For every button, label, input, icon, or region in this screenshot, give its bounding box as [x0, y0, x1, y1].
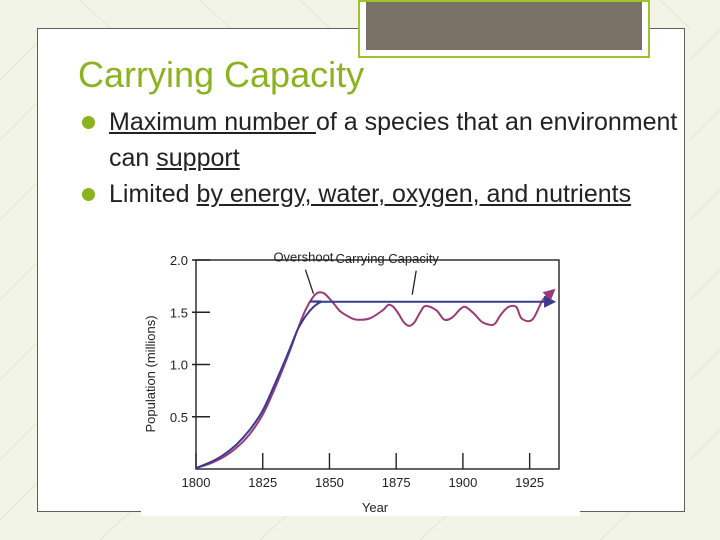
bullet-underlined-text: Maximum number — [109, 108, 316, 136]
bullet-underlined-text: by energy, water, oxygen, and nutrients — [196, 180, 632, 208]
bullet-plain-text: Limited — [109, 180, 197, 208]
x-tick-label: 1825 — [248, 475, 277, 490]
bullet-dot-icon — [82, 116, 95, 129]
overshoot-annotation-pointer — [304, 269, 315, 294]
x-tick-label: 1850 — [315, 475, 344, 490]
y-tick-label: 1.5 — [170, 305, 188, 320]
y-axis: 0.5 1.0 1.5 2.0 — [170, 253, 210, 425]
y-tick-label: 0.5 — [170, 410, 188, 425]
bullet-underlined-text: support — [156, 144, 240, 172]
y-tick-label: 2.0 — [170, 253, 188, 268]
carrying-capacity-annotation: Carrying Capacity — [336, 252, 440, 266]
series-lines — [195, 288, 557, 469]
x-tick-label: 1900 — [448, 475, 477, 490]
y-axis-label: Population (millions) — [143, 315, 158, 432]
y-tick-label: 1.0 — [170, 358, 188, 373]
bullet-plain-text: of a species that an environment can — [109, 108, 678, 172]
x-tick-label: 1875 — [382, 475, 411, 490]
population-chart-svg: 0.5 1.0 1.5 2.0 1800 1825 1850 1875 1900 1925 Po… — [143, 252, 560, 515]
bullet-dot-icon — [82, 188, 95, 201]
bullet-text: Limited by energy, water, oxygen, and nu… — [109, 180, 631, 208]
annotations: Overshoot Carrying Capacity — [273, 252, 439, 295]
population-chart: 0.5 1.0 1.5 2.0 1800 1825 1850 1875 1900 1925 Po… — [141, 252, 580, 516]
x-tick-label: 1800 — [182, 475, 211, 490]
actual-population-line — [195, 288, 556, 469]
bullet-list: Maximum number of a species that an envi… — [82, 104, 682, 212]
overshoot-annotation: Overshoot — [273, 252, 333, 265]
carrying-capacity-annotation-pointer — [411, 270, 417, 295]
slide-title: Carrying Capacity — [78, 54, 365, 95]
plot-area-border — [195, 259, 560, 470]
carrying-capacity-line — [195, 295, 557, 469]
bullet-text: Maximum number of a species that an envi… — [109, 108, 677, 172]
x-axis-label: Year — [362, 500, 389, 515]
x-tick-label: 1925 — [515, 475, 544, 490]
decorative-top-tab-fill — [366, 2, 642, 50]
bullet-item-maximum-number: Maximum number of a species that an envi… — [82, 104, 682, 176]
decorative-top-tab — [358, 0, 650, 58]
bullet-item-limited-by: Limited by energy, water, oxygen, and nu… — [82, 176, 682, 212]
x-axis: 1800 1825 1850 1875 1900 1925 — [182, 453, 544, 490]
